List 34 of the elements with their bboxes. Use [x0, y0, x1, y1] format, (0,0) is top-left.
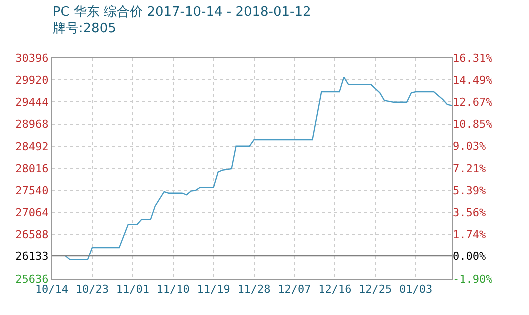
y2-tick-label: 3.56%	[453, 206, 486, 220]
y-tick-label: 26588	[16, 228, 49, 242]
y-tick-label: 27064	[16, 206, 50, 220]
y-tick-label: 29920	[16, 74, 49, 87]
x-tick-label: 01/03	[399, 283, 433, 296]
y2-tick-label: 1.74%	[453, 228, 486, 242]
y2-tick-label: 7.21%	[453, 162, 486, 176]
y2-tick-label: 0.00%	[453, 250, 486, 263]
y2-tick-label: 12.67%	[453, 96, 494, 110]
y2-tick-label: 10.85%	[453, 118, 494, 132]
x-tick-label: 12/07	[278, 283, 312, 296]
y2-tick-label: 14.49%	[453, 74, 494, 87]
y-tick-label: 30396	[16, 52, 49, 65]
x-tick-label: 12/25	[359, 283, 392, 296]
y-tick-label: 28968	[16, 118, 49, 132]
y-tick-label: 27540	[16, 184, 49, 198]
chart-subtitle: 牌号:2805	[52, 22, 116, 37]
x-tick-label: 10/23	[76, 283, 110, 296]
y-tick-label: 29444	[16, 96, 50, 110]
y2-tick-label: 16.31%	[453, 52, 494, 65]
y2-tick-label: -1.90%	[453, 272, 494, 286]
x-tick-label: 11/19	[197, 283, 230, 296]
y-tick-label: 28492	[16, 140, 49, 154]
y2-tick-label: 5.39%	[453, 184, 486, 198]
y-tick-label: 26133	[16, 250, 49, 263]
x-tick-label: 12/16	[318, 283, 352, 296]
chart-title: PC 华东 综合价 2017-10-14 - 2018-01-12	[52, 4, 312, 20]
x-tick-label: 10/14	[35, 283, 69, 296]
x-tick-label: 11/01	[116, 283, 150, 296]
x-tick-label: 11/10	[156, 283, 190, 296]
x-tick-label: 11/28	[238, 283, 271, 296]
y-tick-label: 25636	[16, 272, 49, 286]
y2-tick-label: 9.03%	[453, 140, 486, 154]
y-tick-label: 28016	[16, 162, 49, 176]
